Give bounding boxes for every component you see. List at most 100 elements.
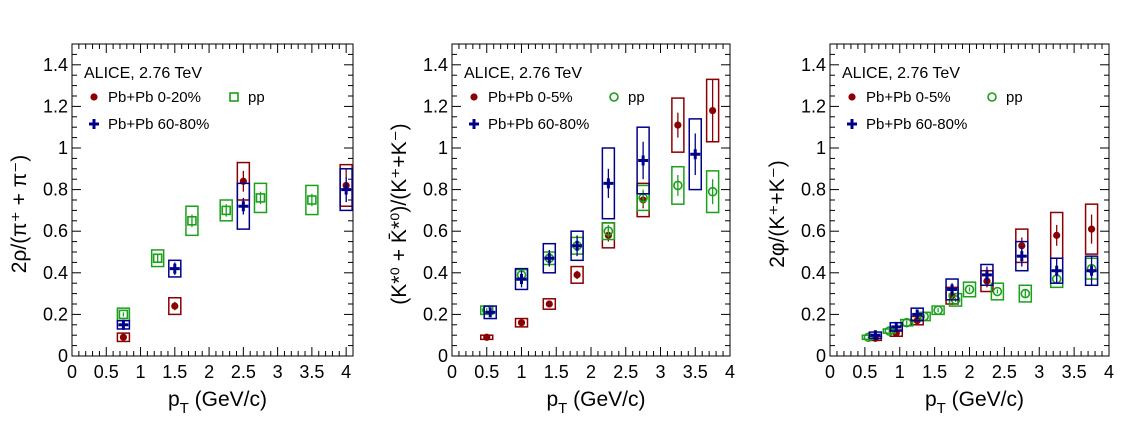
marker-open-square <box>307 195 317 205</box>
legend-label: pp <box>628 89 645 106</box>
y-tick-label: 0.6 <box>423 221 448 241</box>
sys-error-box <box>636 184 650 212</box>
sys-error-box <box>305 184 319 216</box>
x-tick-label: 1.5 <box>162 362 187 382</box>
marker-open-circle <box>609 92 619 102</box>
marker-open-square <box>221 205 232 216</box>
marker-dot <box>545 300 553 308</box>
x-tick-label: 0.5 <box>94 362 119 382</box>
sys-error-box <box>601 222 616 241</box>
sys-error-box <box>514 317 529 328</box>
x-tick-label: 0 <box>825 362 835 382</box>
x-axis-label: pT (GeV/c) <box>546 388 645 417</box>
marker-dot <box>1053 231 1061 239</box>
series-2 <box>480 165 720 316</box>
marker-dot <box>483 333 491 341</box>
y-tick-label: 1 <box>58 138 68 158</box>
marker-dot <box>674 121 682 129</box>
y-tick-label: 0.8 <box>423 180 448 200</box>
sys-error-box <box>671 165 685 205</box>
marker-open-circle <box>933 305 943 316</box>
sys-error-box <box>514 267 529 291</box>
sys-error-box <box>219 199 233 222</box>
x-axis-label: pT (GeV/c) <box>925 388 1024 417</box>
series-1 <box>116 161 353 343</box>
sys-error-box <box>339 168 353 212</box>
legend-label: pp <box>1006 89 1023 106</box>
marker-open-circle <box>673 180 683 191</box>
series-2 <box>116 182 319 322</box>
experiment-annotation: ALICE, 2.76 TeV <box>84 65 202 82</box>
y-tick-label: 1 <box>816 138 826 158</box>
y-tick-label: 0 <box>816 346 826 366</box>
x-tick-label: 0 <box>447 362 457 382</box>
sys-error-box <box>236 182 251 230</box>
y-tick-label: 0 <box>58 346 68 366</box>
sys-error-box <box>542 242 557 274</box>
x-tick-label: 2 <box>586 362 596 382</box>
y-tick-label: 1.4 <box>801 55 826 75</box>
x-tick-label: 2 <box>204 362 214 382</box>
marker-dot <box>709 106 717 115</box>
legend-label: Pb+Pb 60-80% <box>866 116 967 133</box>
marker-open-square <box>229 92 239 102</box>
x-tick-label: 3.5 <box>1062 362 1087 382</box>
marker-open-circle <box>1020 288 1031 299</box>
sys-error-box <box>671 97 685 153</box>
legend-label: Pb+Pb 0-5% <box>866 89 951 106</box>
sys-error-box <box>688 118 702 191</box>
x-tick-label: 4 <box>725 362 735 382</box>
legend-label: pp <box>248 89 265 106</box>
x-tick-label: 3 <box>655 362 665 382</box>
series-3 <box>868 240 1099 341</box>
marker-dot <box>171 302 179 310</box>
legend: Pb+Pb 0-5% pp Pb+Pb 60-80% <box>469 89 645 133</box>
sys-error-box <box>601 147 616 220</box>
sys-error-box <box>636 126 650 195</box>
sys-error-box <box>990 282 1005 301</box>
marker-open-square <box>255 193 266 203</box>
y-tick-label: 0.6 <box>801 221 826 241</box>
x-tick-label: 3.5 <box>683 362 708 382</box>
y-tick-label: 1 <box>438 138 448 158</box>
x-tick-label: 4 <box>1104 362 1114 382</box>
marker-open-square <box>187 216 197 226</box>
y-tick-label: 1.4 <box>43 55 68 75</box>
y-tick-label: 0.6 <box>43 221 68 241</box>
marker-dot <box>119 333 128 341</box>
sys-error-box <box>168 259 182 278</box>
marker-open-square <box>118 309 129 320</box>
sys-error-box <box>185 205 199 237</box>
x-tick-label: 2.5 <box>231 362 256 382</box>
x-tick-label: 1 <box>136 362 146 382</box>
legend-label: Pb+Pb 60-80% <box>488 116 589 133</box>
sys-error-box <box>483 305 497 320</box>
x-tick-label: 2 <box>964 362 974 382</box>
x-tick-label: 1.5 <box>922 362 947 382</box>
sys-error-box <box>570 230 584 262</box>
y-tick-label: 0.8 <box>801 180 826 200</box>
sys-error-box <box>980 263 994 287</box>
marker-dot <box>470 93 478 101</box>
legend-label: Pb+Pb 0-5% <box>488 89 573 106</box>
y-tick-label: 0.4 <box>423 263 448 283</box>
sys-error-box <box>168 297 182 316</box>
y-tick-label: 0.8 <box>43 180 68 200</box>
marker-open-circle <box>919 311 929 322</box>
x-tick-label: 1 <box>516 362 526 382</box>
y-tick-label: 0.2 <box>43 304 68 324</box>
marker-open-circle <box>603 226 614 236</box>
x-tick-label: 2.5 <box>992 362 1017 382</box>
legend-label: Pb+Pb 0-20% <box>108 89 201 106</box>
sys-error-box <box>1015 240 1029 272</box>
y-tick-label: 1.2 <box>423 96 448 116</box>
x-tick-label: 4 <box>341 362 351 382</box>
sys-error-box <box>962 281 977 298</box>
marker-dot <box>573 271 581 279</box>
y-tick-label: 0.4 <box>43 263 68 283</box>
sys-error-box <box>945 278 959 301</box>
x-tick-label: 0 <box>67 362 77 382</box>
x-tick-label: 1 <box>895 362 905 382</box>
sys-error-box <box>705 170 720 214</box>
